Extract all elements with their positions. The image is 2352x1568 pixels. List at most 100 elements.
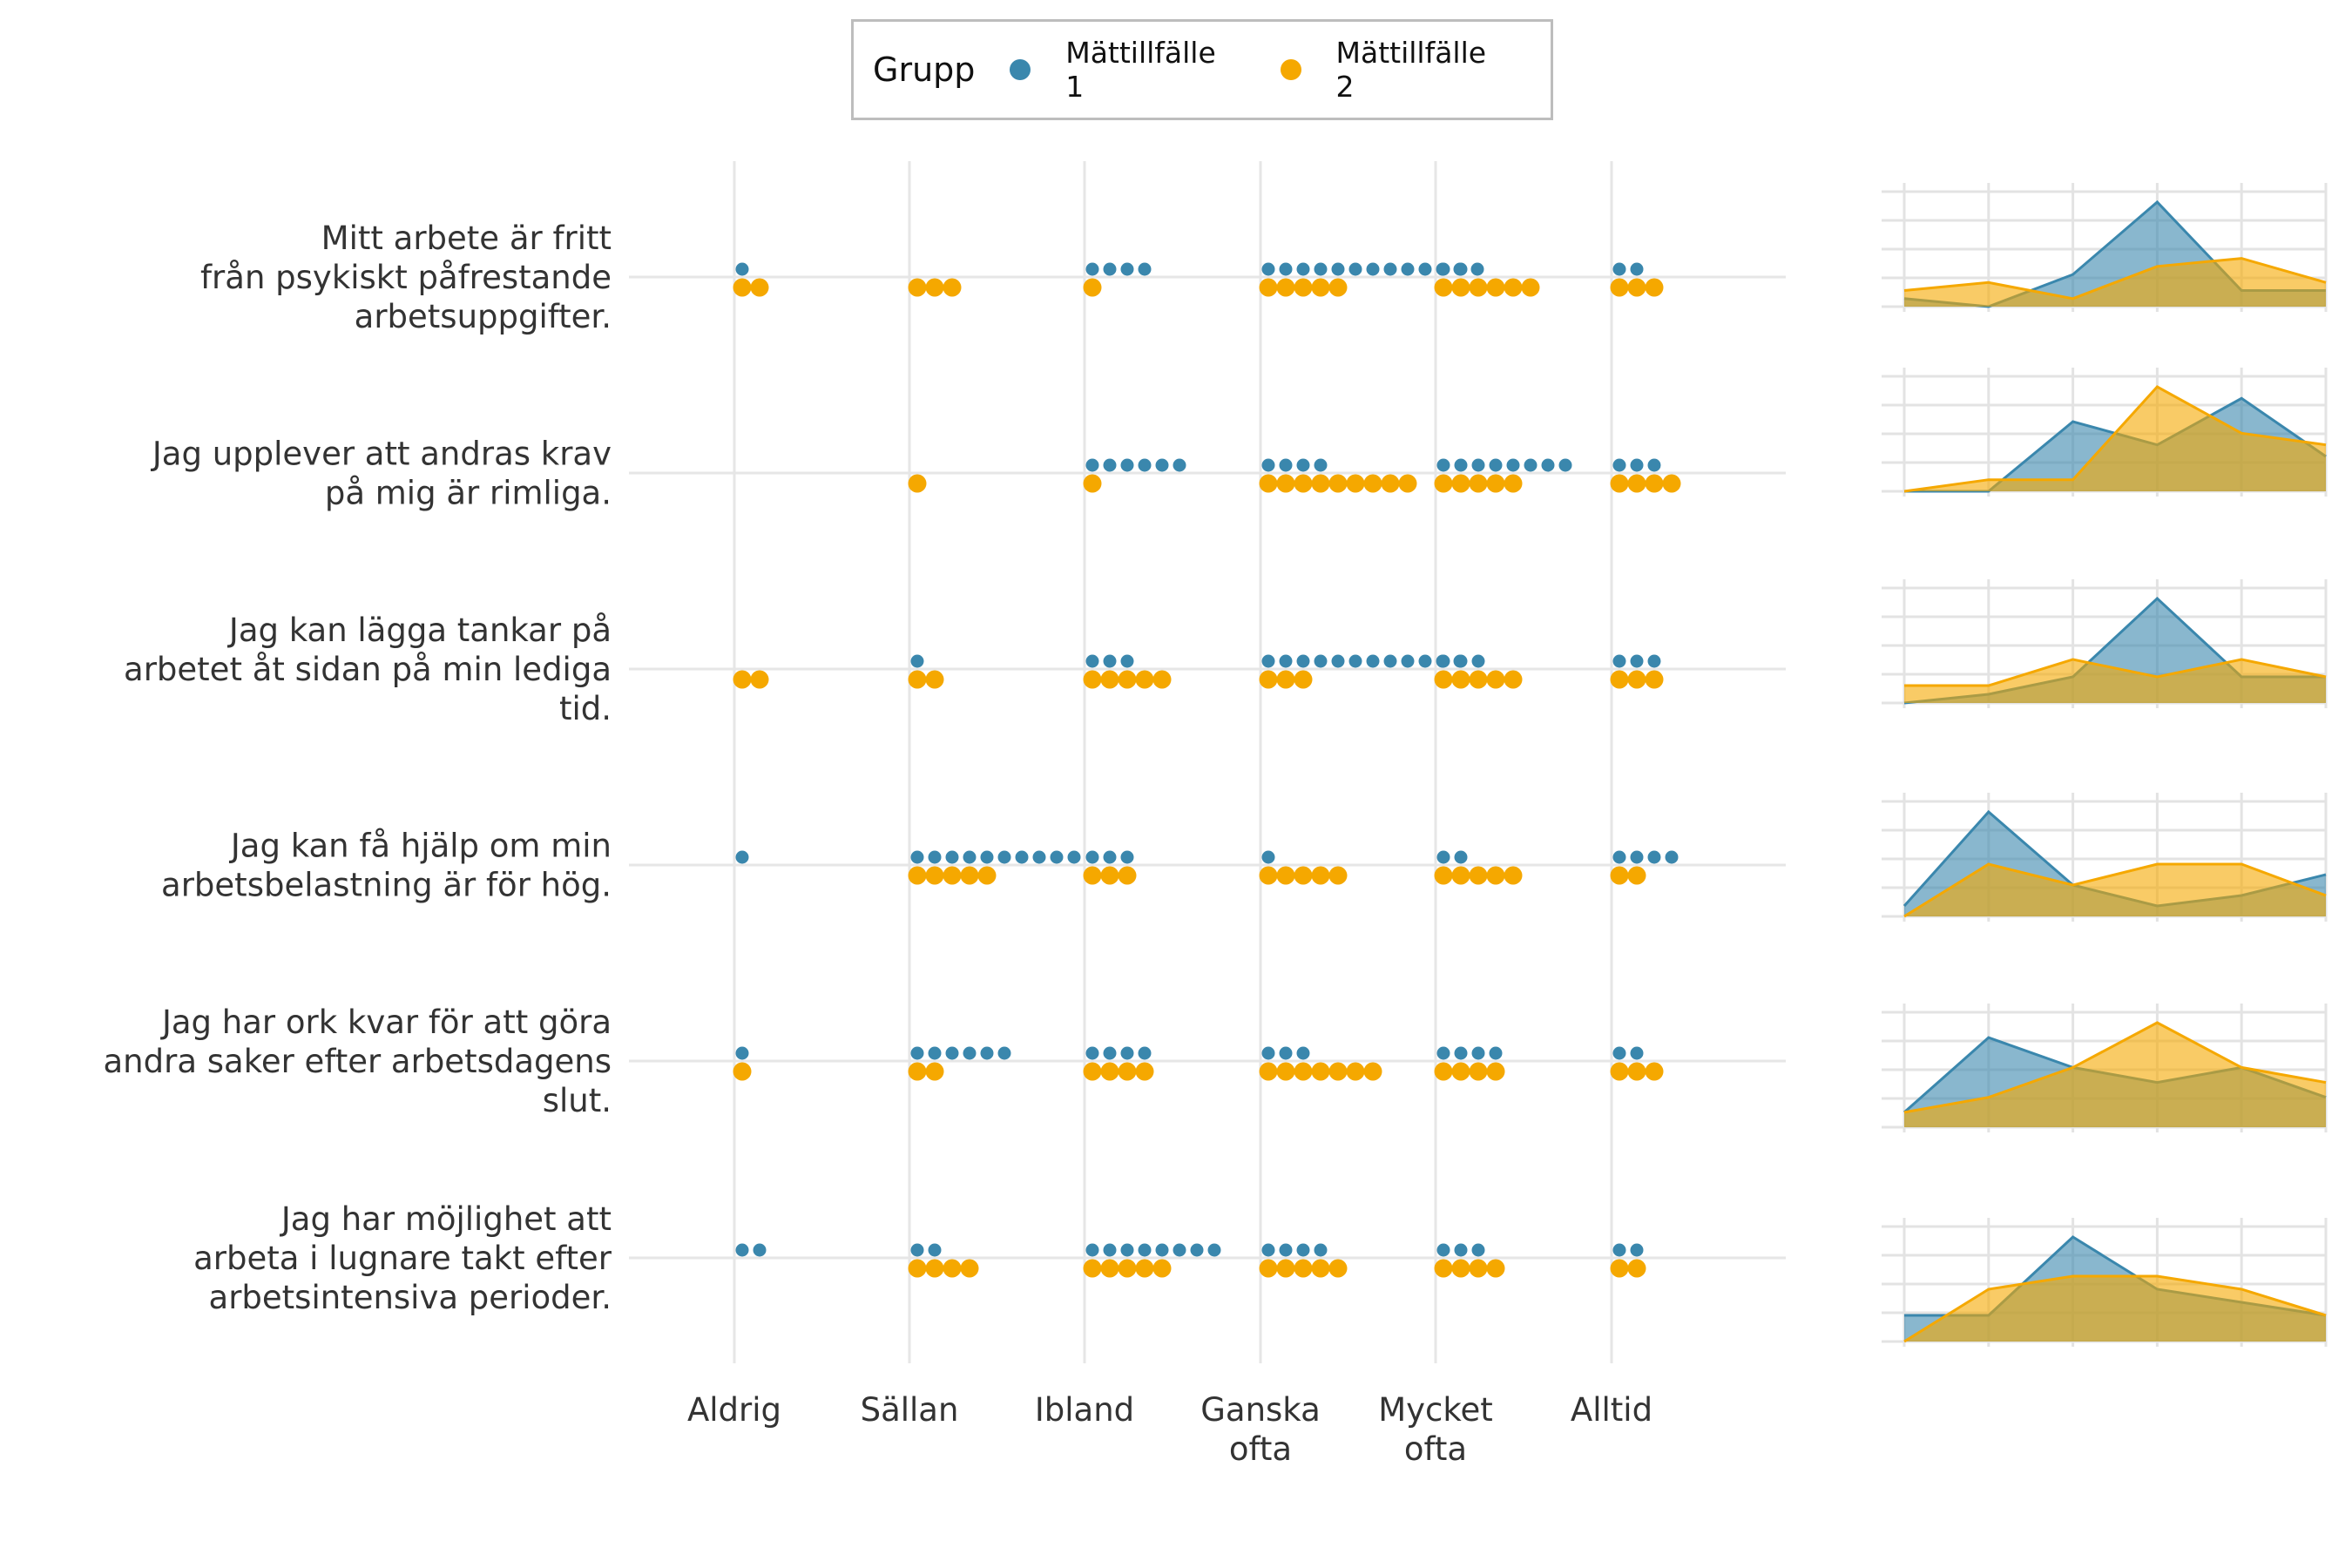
dot-series-2 <box>1610 278 1629 297</box>
dot-series-1 <box>1558 458 1572 472</box>
dot-series-1 <box>1612 1046 1626 1060</box>
dot-series-2 <box>1434 474 1453 493</box>
dot-series-1 <box>1471 458 1485 472</box>
question-label: arbetet åt sidan på min lediga <box>124 651 612 688</box>
dot-series-1 <box>1418 654 1432 668</box>
dot-series-1 <box>1296 262 1310 276</box>
dot-series-1 <box>1103 654 1117 668</box>
density-area-series-2 <box>1904 1023 2326 1127</box>
dot-series-2 <box>1259 670 1278 689</box>
dot-series-1 <box>963 850 977 864</box>
dot-series-2 <box>960 866 979 885</box>
dot-series-2 <box>1451 670 1470 689</box>
dot-series-2 <box>1294 474 1313 493</box>
dot-series-1 <box>1190 1243 1204 1257</box>
dot-series-2 <box>1328 866 1348 885</box>
question-label: Jag kan få hjälp om min <box>229 828 612 865</box>
dot-series-2 <box>1294 670 1313 689</box>
question-label: Jag upplever att andras krav <box>151 436 612 473</box>
dot-series-2 <box>1083 866 1102 885</box>
dot-series-1 <box>1366 654 1380 668</box>
dot-series-2 <box>1469 670 1488 689</box>
dot-series-2 <box>1311 278 1330 297</box>
dot-series-2 <box>1276 1259 1295 1278</box>
dot-series-2 <box>733 670 752 689</box>
dot-series-1 <box>980 850 994 864</box>
dot-series-1 <box>1085 654 1099 668</box>
dot-series-1 <box>1647 458 1661 472</box>
dot-series-1 <box>735 1243 749 1257</box>
dot-series-2 <box>1451 1259 1470 1278</box>
dot-series-2 <box>1486 278 1505 297</box>
dot-series-2 <box>1363 474 1382 493</box>
x-tick-label: Aldrig <box>687 1391 781 1429</box>
dot-series-2 <box>908 1062 927 1081</box>
question-label: arbeta i lugnare takt efter <box>193 1240 612 1277</box>
dot-series-1 <box>1612 262 1626 276</box>
density-area-series-2 <box>1904 387 2326 491</box>
dot-series-2 <box>1259 1259 1278 1278</box>
question-label: arbetsintensiva perioder. <box>209 1279 612 1316</box>
dot-series-2 <box>1469 1259 1488 1278</box>
dot-series-2 <box>1135 670 1154 689</box>
dot-series-1 <box>1085 1046 1099 1060</box>
dot-series-2 <box>1504 474 1523 493</box>
dot-series-1 <box>1348 654 1362 668</box>
dot-series-1 <box>1506 458 1520 472</box>
dot-series-1 <box>1050 850 1064 864</box>
x-tick-label: Ibland <box>1035 1391 1134 1429</box>
dot-series-2 <box>925 1259 944 1278</box>
dot-series-2 <box>1434 1259 1453 1278</box>
question-label: på mig är rimliga. <box>325 475 612 512</box>
dot-series-1 <box>1120 262 1134 276</box>
dot-series-2 <box>1083 670 1102 689</box>
density-area-series-2 <box>1904 864 2326 916</box>
dot-series-1 <box>1120 654 1134 668</box>
dot-series-2 <box>1135 1259 1154 1278</box>
dot-series-1 <box>1279 1243 1293 1257</box>
density-line-series-2 <box>1903 385 2327 493</box>
dot-series-1 <box>1085 458 1099 472</box>
dot-series-2 <box>977 866 997 885</box>
dot-series-2 <box>1434 670 1453 689</box>
dot-series-2 <box>1486 474 1505 493</box>
dot-series-1 <box>1401 262 1415 276</box>
dot-series-2 <box>1645 1062 1664 1081</box>
dot-series-1 <box>1454 262 1468 276</box>
dot-series-2 <box>1259 474 1278 493</box>
dot-series-1 <box>1138 1046 1152 1060</box>
dot-series-2 <box>1469 866 1488 885</box>
dot-series-2 <box>1504 670 1523 689</box>
question-label: Mitt arbete är fritt <box>321 220 612 257</box>
dot-series-2 <box>1311 866 1330 885</box>
dot-series-2 <box>1469 474 1488 493</box>
dot-series-1 <box>1261 1046 1275 1060</box>
dot-series-1 <box>1279 458 1293 472</box>
dot-series-1 <box>1103 1046 1117 1060</box>
dot-series-1 <box>1418 262 1432 276</box>
legend-item-series-1: Mättillfälle 1 <box>1010 36 1241 104</box>
dot-series-2 <box>1346 474 1365 493</box>
dot-series-1 <box>1454 1046 1468 1060</box>
dot-series-1 <box>1085 1243 1099 1257</box>
dot-series-1 <box>1261 850 1275 864</box>
dot-series-2 <box>1328 278 1348 297</box>
dot-series-1 <box>1173 458 1186 472</box>
dot-series-2 <box>1610 1062 1629 1081</box>
dot-series-1 <box>1665 850 1679 864</box>
dot-series-2 <box>1504 866 1523 885</box>
dot-series-2 <box>1294 866 1313 885</box>
dot-series-2 <box>1627 670 1646 689</box>
dot-series-2 <box>1100 1062 1119 1081</box>
dot-series-2 <box>908 1259 927 1278</box>
dot-series-2 <box>1100 670 1119 689</box>
dot-series-1 <box>1138 262 1152 276</box>
dot-series-2 <box>750 278 769 297</box>
dot-series-1 <box>1436 1243 1450 1257</box>
dot-series-2 <box>1469 1062 1488 1081</box>
question-label: tid. <box>559 690 612 727</box>
dot-series-2 <box>1083 1062 1102 1081</box>
density-line-series-2 <box>1903 1021 2327 1114</box>
dot-series-1 <box>1103 850 1117 864</box>
legend-title: Grupp <box>873 51 976 89</box>
